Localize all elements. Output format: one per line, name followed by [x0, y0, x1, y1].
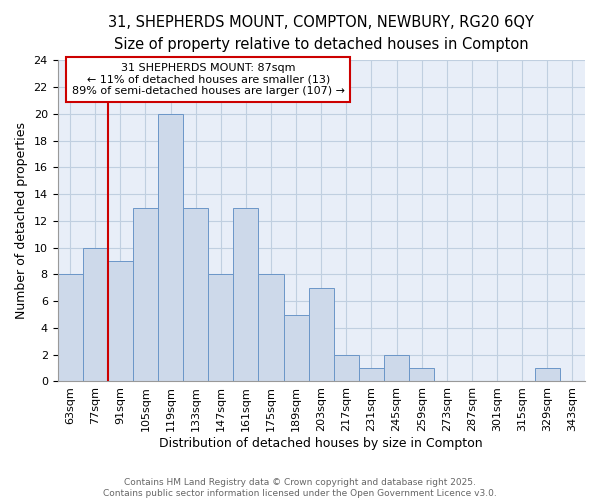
- Bar: [58, 274, 83, 382]
- Y-axis label: Number of detached properties: Number of detached properties: [15, 122, 28, 320]
- Bar: [535, 368, 560, 382]
- Bar: [133, 208, 158, 382]
- Bar: [183, 208, 208, 382]
- Bar: [158, 114, 183, 382]
- Bar: [359, 368, 384, 382]
- Bar: [83, 248, 108, 382]
- Bar: [384, 354, 409, 382]
- Bar: [108, 261, 133, 382]
- Bar: [409, 368, 434, 382]
- Text: 31 SHEPHERDS MOUNT: 87sqm
← 11% of detached houses are smaller (13)
89% of semi-: 31 SHEPHERDS MOUNT: 87sqm ← 11% of detac…: [72, 63, 345, 96]
- Bar: [284, 314, 309, 382]
- Text: Contains HM Land Registry data © Crown copyright and database right 2025.
Contai: Contains HM Land Registry data © Crown c…: [103, 478, 497, 498]
- X-axis label: Distribution of detached houses by size in Compton: Distribution of detached houses by size …: [160, 437, 483, 450]
- Bar: [259, 274, 284, 382]
- Title: 31, SHEPHERDS MOUNT, COMPTON, NEWBURY, RG20 6QY
Size of property relative to det: 31, SHEPHERDS MOUNT, COMPTON, NEWBURY, R…: [109, 15, 534, 52]
- Bar: [334, 354, 359, 382]
- Bar: [208, 274, 233, 382]
- Bar: [309, 288, 334, 382]
- Bar: [233, 208, 259, 382]
